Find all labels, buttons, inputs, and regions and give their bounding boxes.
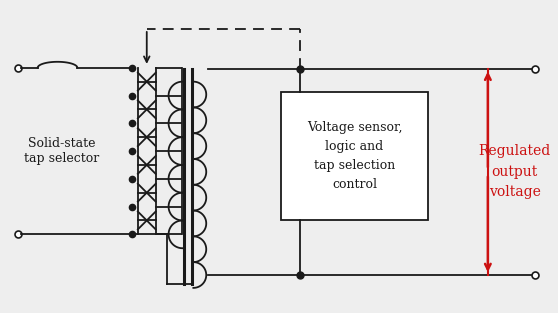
Text: Solid-state
tap selector: Solid-state tap selector — [24, 137, 99, 165]
Text: Voltage sensor,
logic and
tap selection
control: Voltage sensor, logic and tap selection … — [307, 121, 402, 191]
FancyBboxPatch shape — [281, 91, 429, 220]
Text: Regulated
output
voltage: Regulated output voltage — [479, 144, 551, 199]
